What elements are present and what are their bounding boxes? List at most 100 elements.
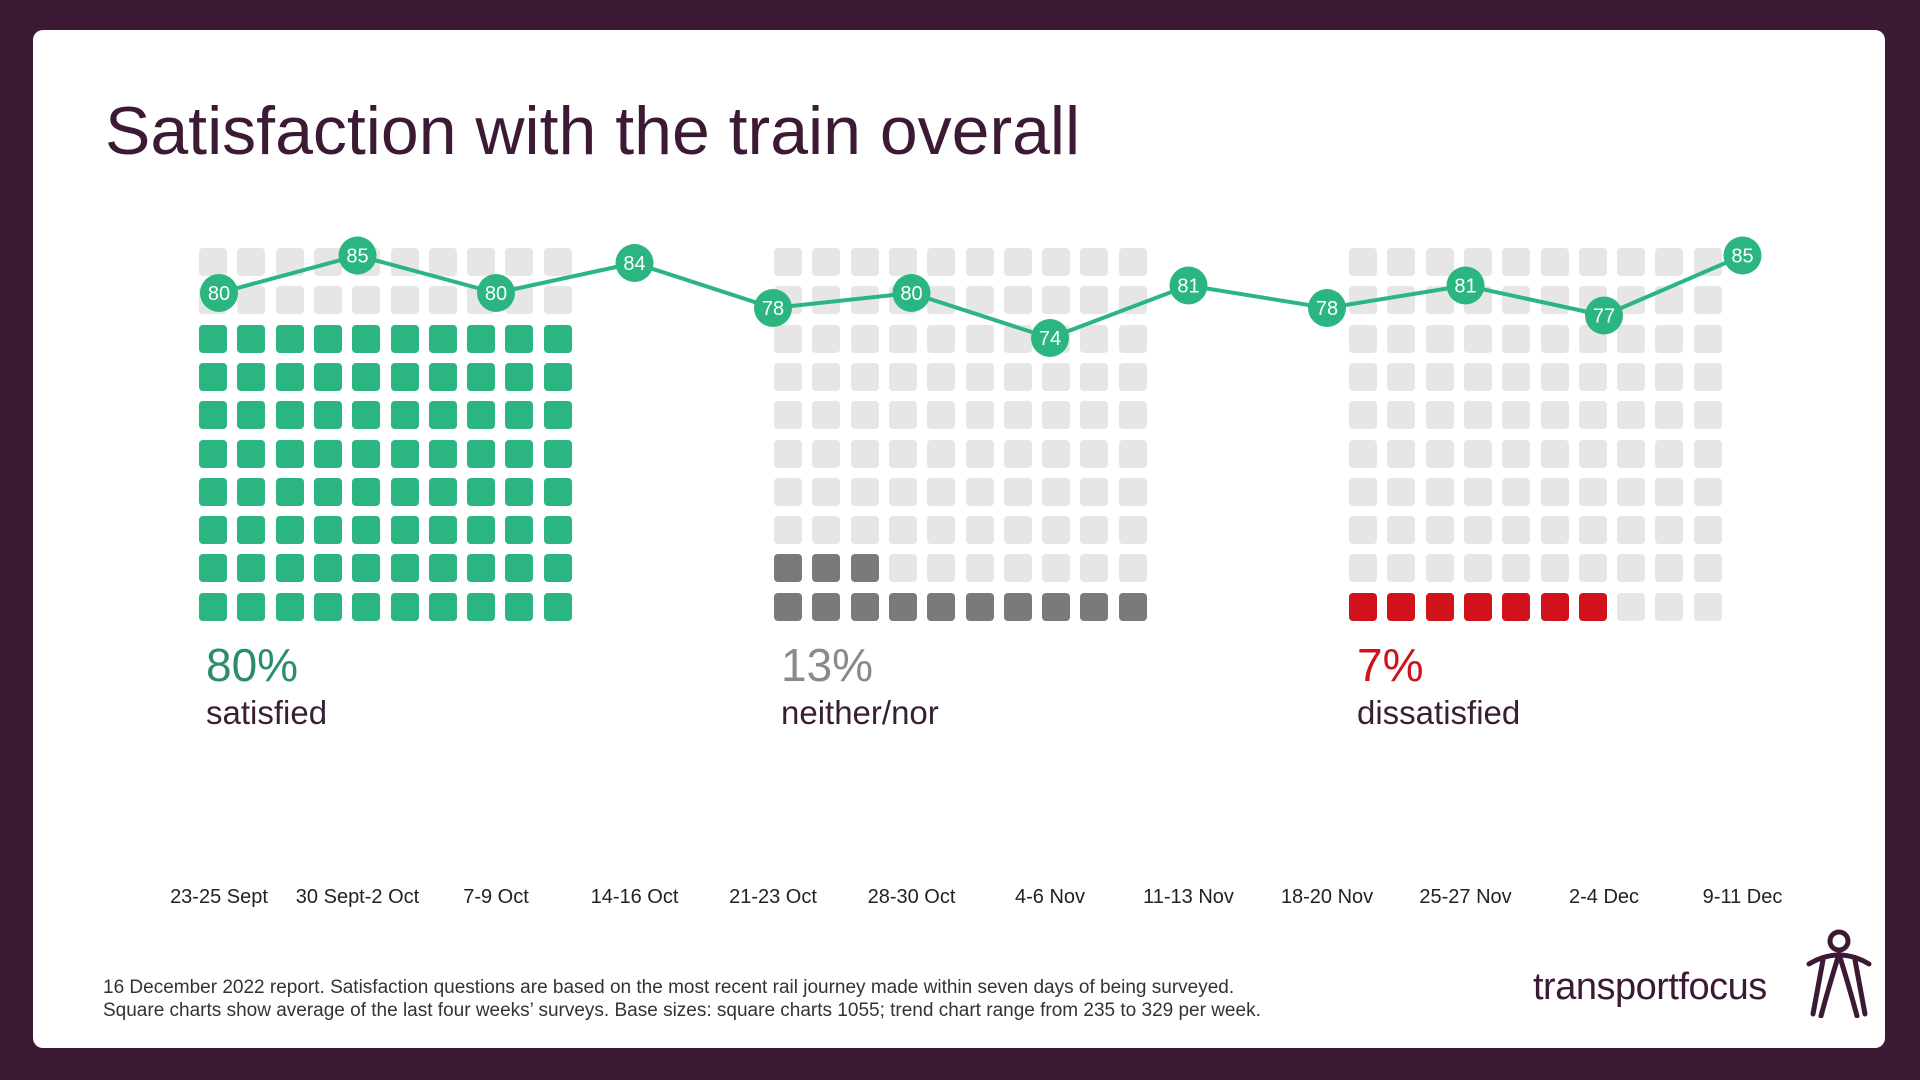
waffle-square-empty [1080,439,1109,468]
waffle-square-empty [1655,362,1684,391]
waffle-square-empty [1387,324,1416,353]
waffle-square-neither [850,592,879,621]
waffle-square-empty [1502,554,1531,583]
waffle-square-empty [1540,477,1569,506]
waffle-square-empty [1118,477,1147,506]
trend-point [1169,266,1208,305]
trend-data-label: 81 [1177,276,1199,298]
waffle-square-empty [1042,516,1071,545]
trend-data-label: 78 [1316,298,1338,320]
waffle-square-satisfied [505,592,534,621]
waffle-square-satisfied [428,554,457,583]
waffle-square-empty [237,286,266,315]
waffle-square-satisfied [275,592,304,621]
waffle-square-empty [774,439,802,468]
waffle-square-empty [1425,554,1454,583]
footnote: 16 December 2022 report. Satisfaction qu… [103,976,1261,1022]
waffle-square-neither [1118,592,1147,621]
waffle-square-empty [1003,401,1032,430]
waffle-square-dissatisfied [1349,592,1377,621]
waffle-square-satisfied [467,324,496,353]
waffle-square-empty [1540,248,1569,276]
waffle-square-empty [812,324,841,353]
waffle-square-empty [1502,362,1531,391]
waffle-square-empty [888,362,917,391]
waffle-square-empty [1425,516,1454,545]
waffle-square-satisfied [275,362,304,391]
waffle-square-empty [812,401,841,430]
waffle-square-empty [812,516,841,545]
waffle-square-satisfied [313,516,342,545]
waffle-square-empty [1617,554,1646,583]
waffle-square-empty [965,554,994,583]
waffle-square-satisfied [505,477,534,506]
waffle-square-satisfied [199,477,227,506]
waffle-square-empty [1080,401,1109,430]
waffle-square-empty [1693,477,1722,506]
waffle-square-empty [1042,554,1071,583]
waffle-square-empty [1617,592,1646,621]
trend-x-tick-label: 21-23 Oct [729,886,817,908]
waffle-square-satisfied [428,477,457,506]
waffle-square-empty [1387,477,1416,506]
trend-point [754,289,792,327]
waffle-square-empty [428,286,457,315]
waffle-square-empty [1042,362,1071,391]
waffle-dissatisfied [1349,248,1729,621]
logo-figure-icon [1806,929,1872,1018]
footnote-line-2: Square charts show average of the last f… [103,1000,1261,1021]
waffle-square-satisfied [313,362,342,391]
waffle-square-empty [1003,554,1032,583]
waffle-square-empty [888,516,917,545]
waffle-square-empty [1003,439,1032,468]
trend-point [477,274,515,312]
waffle-square-empty [1655,554,1684,583]
trend-point [1446,266,1485,305]
waffle-square-empty [1349,401,1377,430]
waffle-square-empty [390,286,419,315]
waffle-square-empty [1502,516,1531,545]
trend-x-tick-label: 14-16 Oct [591,886,679,908]
waffle-square-empty [774,362,802,391]
waffle-square-empty [1502,477,1531,506]
waffle-square-empty [1349,439,1377,468]
waffle-square-satisfied [199,439,227,468]
waffle-square-empty [965,362,994,391]
waffle-square-empty [1655,477,1684,506]
waffle-square-empty [1080,362,1109,391]
waffle-square-empty [237,248,266,276]
waffle-square-empty [1540,286,1569,315]
waffle-square-empty [1118,554,1147,583]
waffle-square-satisfied [275,516,304,545]
waffle-square-empty [888,439,917,468]
waffle-square-empty [965,401,994,430]
waffle-square-satisfied [543,477,572,506]
waffle-square-empty [1003,286,1032,315]
waffle-square-empty [1042,439,1071,468]
waffle-square-satisfied [467,401,496,430]
waffle-square-empty [1003,248,1032,276]
trend-data-label: 78 [762,298,784,320]
waffle-square-satisfied [313,439,342,468]
waffle-square-empty [812,477,841,506]
waffle-square-empty [1080,248,1109,276]
waffle-square-empty [543,248,572,276]
trend-data-label: 80 [900,283,922,305]
waffle-satisfied [199,248,579,621]
waffle-square-empty [505,248,534,276]
waffle-square-empty [467,248,496,276]
satisfied-label: satisfied [206,694,328,731]
waffle-square-empty [1617,248,1646,276]
waffle-square-empty [1540,324,1569,353]
waffle-square-empty [1425,439,1454,468]
waffle-square-satisfied [313,477,342,506]
waffle-square-satisfied [543,439,572,468]
waffle-square-satisfied [467,362,496,391]
trend-point [200,274,238,312]
waffle-square-empty [927,362,956,391]
waffle-square-empty [1463,477,1492,506]
waffle-neither [774,248,1154,621]
waffle-square-empty [1617,362,1646,391]
waffle-square-empty [1540,439,1569,468]
waffle-square-empty [1463,401,1492,430]
